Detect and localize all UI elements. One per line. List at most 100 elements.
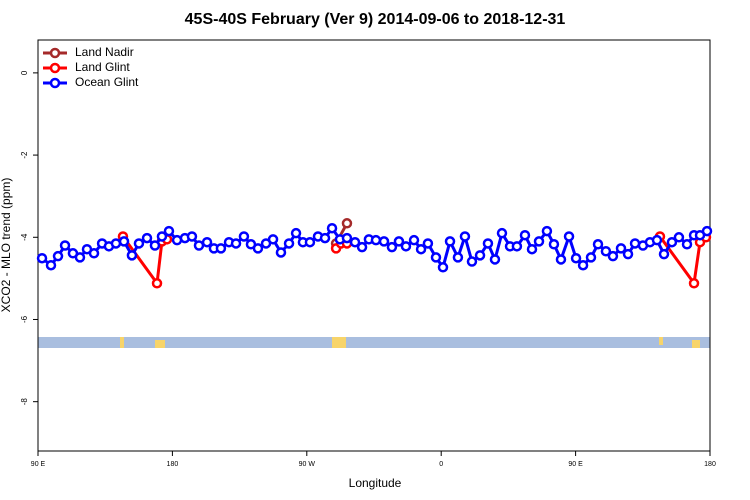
data-point bbox=[466, 256, 478, 267]
data-point bbox=[163, 225, 175, 237]
data-point bbox=[88, 248, 100, 259]
land-patch bbox=[659, 337, 663, 345]
x-tick-label: 180 bbox=[167, 461, 179, 468]
data-point bbox=[45, 259, 57, 271]
data-point bbox=[59, 240, 71, 251]
x-tick-label: 180 bbox=[704, 461, 716, 468]
data-point bbox=[304, 236, 316, 248]
legend-label: Land Nadir bbox=[75, 45, 134, 59]
land-strip bbox=[38, 337, 710, 348]
data-point bbox=[149, 240, 161, 251]
data-point bbox=[400, 241, 412, 252]
legend-label: Land Glint bbox=[75, 60, 130, 74]
data-point bbox=[526, 243, 538, 255]
x-tick-label: 90 E bbox=[31, 461, 46, 468]
y-tick-label: -4 bbox=[20, 233, 29, 241]
data-point bbox=[459, 231, 471, 242]
data-point bbox=[600, 246, 612, 257]
data-point bbox=[673, 232, 685, 243]
data-point bbox=[519, 229, 531, 241]
legend-label: Ocean Glint bbox=[75, 75, 139, 89]
data-point bbox=[201, 236, 213, 248]
data-point bbox=[230, 238, 242, 249]
data-point bbox=[326, 222, 338, 234]
data-point bbox=[622, 248, 634, 260]
data-point bbox=[349, 236, 361, 248]
y-tick-label: -8 bbox=[20, 398, 29, 406]
data-point bbox=[378, 236, 390, 247]
data-point bbox=[151, 278, 163, 289]
x-axis-label: Longitude bbox=[349, 476, 402, 490]
data-point bbox=[319, 232, 331, 244]
data-point bbox=[607, 250, 619, 262]
data-point bbox=[651, 234, 663, 246]
y-tick-label: -2 bbox=[20, 151, 29, 159]
data-point bbox=[452, 252, 464, 263]
data-point bbox=[252, 243, 264, 254]
data-point bbox=[238, 231, 250, 242]
x-tick-label: 0 bbox=[439, 461, 443, 468]
data-point bbox=[430, 252, 442, 263]
data-point bbox=[681, 239, 693, 250]
data-point bbox=[482, 238, 494, 249]
ocean-strip bbox=[38, 337, 710, 348]
data-point bbox=[133, 238, 145, 249]
y-axis-label: XCO2 - MLO trend (ppm) bbox=[0, 178, 13, 313]
land-patch bbox=[692, 340, 700, 348]
data-point bbox=[533, 236, 545, 247]
data-point bbox=[393, 236, 405, 247]
legend-marker bbox=[49, 62, 61, 74]
data-point bbox=[408, 234, 420, 246]
data-point bbox=[474, 250, 486, 261]
data-point bbox=[511, 241, 523, 252]
data-point bbox=[118, 236, 130, 247]
legend-marker bbox=[49, 47, 61, 59]
data-point bbox=[688, 278, 700, 289]
data-point bbox=[126, 250, 138, 261]
data-point bbox=[577, 259, 589, 271]
y-tick-label: -6 bbox=[20, 315, 29, 323]
data-point bbox=[341, 218, 353, 229]
data-point bbox=[110, 238, 122, 249]
data-point bbox=[386, 241, 398, 253]
data-point bbox=[215, 243, 227, 254]
data-point bbox=[701, 225, 713, 237]
legend-marker bbox=[49, 77, 61, 89]
data-point bbox=[615, 243, 627, 254]
x-tick-label: 90 W bbox=[299, 461, 316, 468]
data-point bbox=[496, 227, 508, 239]
data-point bbox=[666, 236, 678, 248]
data-point bbox=[186, 231, 198, 242]
plot-frame bbox=[37, 39, 711, 452]
data-point bbox=[541, 225, 553, 237]
data-point bbox=[592, 239, 604, 250]
data-point bbox=[341, 232, 353, 244]
data-point bbox=[563, 231, 575, 242]
land-patch bbox=[120, 337, 124, 348]
data-point bbox=[193, 240, 205, 251]
data-point bbox=[437, 262, 449, 273]
chart-title: 45S-40S February (Ver 9) 2014-09-06 to 2… bbox=[185, 11, 566, 28]
data-point bbox=[585, 252, 597, 263]
data-point bbox=[415, 243, 427, 255]
data-point bbox=[489, 254, 501, 265]
data-point bbox=[267, 234, 279, 245]
data-point bbox=[555, 254, 567, 265]
data-point bbox=[74, 252, 86, 263]
data-point bbox=[275, 247, 287, 258]
data-point bbox=[658, 248, 670, 260]
data-point bbox=[141, 232, 153, 244]
data-point bbox=[283, 238, 295, 249]
y-tick-label: 0 bbox=[20, 70, 29, 75]
x-tick-label: 90 E bbox=[568, 461, 583, 468]
data-point bbox=[444, 236, 456, 247]
data-point bbox=[52, 250, 64, 262]
data-point bbox=[422, 238, 434, 249]
data-point bbox=[570, 252, 582, 264]
data-point bbox=[356, 241, 368, 253]
data-point bbox=[548, 239, 560, 250]
land-patch bbox=[332, 337, 346, 348]
data-point bbox=[156, 231, 168, 242]
data-point bbox=[370, 234, 382, 246]
